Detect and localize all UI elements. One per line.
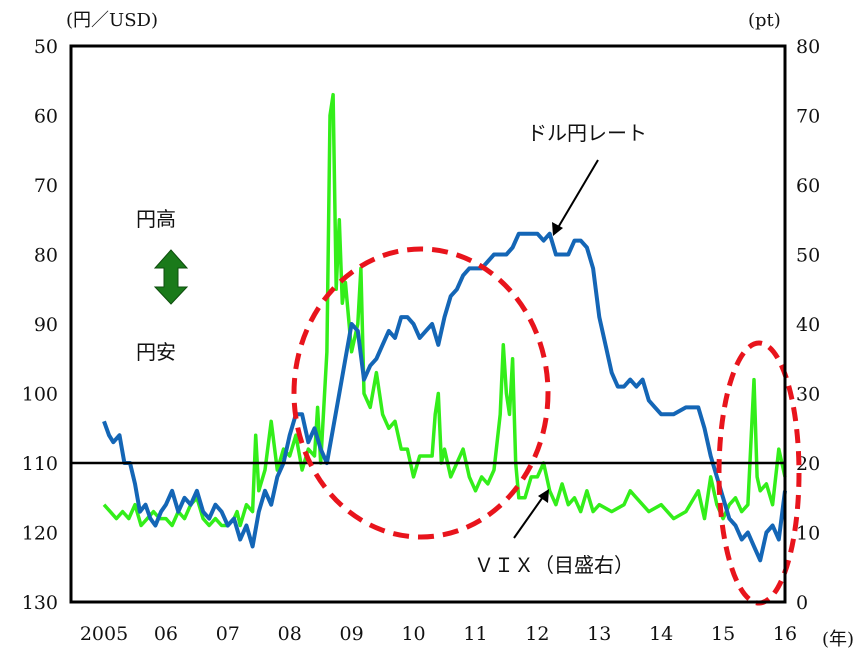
highlight-ellipse-2015-2016 xyxy=(716,340,802,606)
right-tick-label: 0 xyxy=(796,592,808,614)
x-tick-label: 07 xyxy=(216,623,240,645)
right-tick-label: 20 xyxy=(796,453,820,475)
x-tick-label: 15 xyxy=(711,623,735,645)
right-tick-label: 30 xyxy=(796,384,820,406)
left-tick-label: 50 xyxy=(34,36,58,58)
x-tick-label: 08 xyxy=(278,623,302,645)
x-tick-label: 2005 xyxy=(80,623,128,645)
x-axis-ticks: 2005 06 07 08 09 10 11 12 13 14 15 16 xyxy=(80,623,797,645)
x-tick-label: 14 xyxy=(649,623,673,645)
right-tick-label: 50 xyxy=(796,245,820,267)
left-tick-label: 100 xyxy=(22,384,58,406)
vix-series-label: ＶＩＸ（目盛右） xyxy=(474,553,634,577)
right-tick-label: 80 xyxy=(796,36,820,58)
x-tick-label: 16 xyxy=(773,623,797,645)
right-tick-label: 60 xyxy=(796,175,820,197)
x-axis-unit: (年) xyxy=(822,629,854,650)
right-axis-ticks: 80 70 60 50 40 30 20 10 0 xyxy=(796,36,820,614)
x-tick-label: 12 xyxy=(525,623,549,645)
usdjpy-pointer-arrow xyxy=(555,159,599,232)
highlight-ellipse-2009-2012 xyxy=(291,246,551,540)
series-layer xyxy=(102,92,787,563)
usdjpy-pointer-arrowhead xyxy=(552,222,563,236)
left-tick-label: 130 xyxy=(22,592,58,614)
vix-series-line xyxy=(102,92,787,528)
left-tick-label: 80 xyxy=(34,245,58,267)
left-tick-label: 60 xyxy=(34,106,58,128)
x-tick-label: 13 xyxy=(587,623,611,645)
usdjpy-series-label: ドル円レート xyxy=(527,121,647,145)
left-tick-label: 90 xyxy=(34,314,58,336)
vix-pointer-arrowhead xyxy=(538,489,549,503)
right-axis-unit: (pt) xyxy=(748,10,781,31)
yen-appreciation-label: 円高 xyxy=(136,207,176,231)
left-tick-label: 70 xyxy=(34,175,58,197)
yen-depreciation-label: 円安 xyxy=(136,340,176,364)
vix-pointer-arrow xyxy=(513,493,546,539)
usdjpy-series-line xyxy=(102,231,787,563)
x-tick-label: 06 xyxy=(154,623,178,645)
right-tick-label: 70 xyxy=(796,106,820,128)
x-tick-label: 09 xyxy=(340,623,364,645)
x-tick-label: 11 xyxy=(463,623,487,645)
left-axis-ticks: 50 60 70 80 90 100 110 120 130 xyxy=(22,36,58,614)
plot-frame xyxy=(69,44,787,604)
left-tick-label: 120 xyxy=(22,523,58,545)
left-axis-unit: (円／USD) xyxy=(66,10,158,31)
left-tick-label: 110 xyxy=(22,453,58,475)
x-tick-label: 10 xyxy=(401,623,425,645)
double-arrow-icon xyxy=(153,249,189,305)
right-tick-label: 10 xyxy=(796,523,820,545)
right-tick-label: 40 xyxy=(796,314,820,336)
